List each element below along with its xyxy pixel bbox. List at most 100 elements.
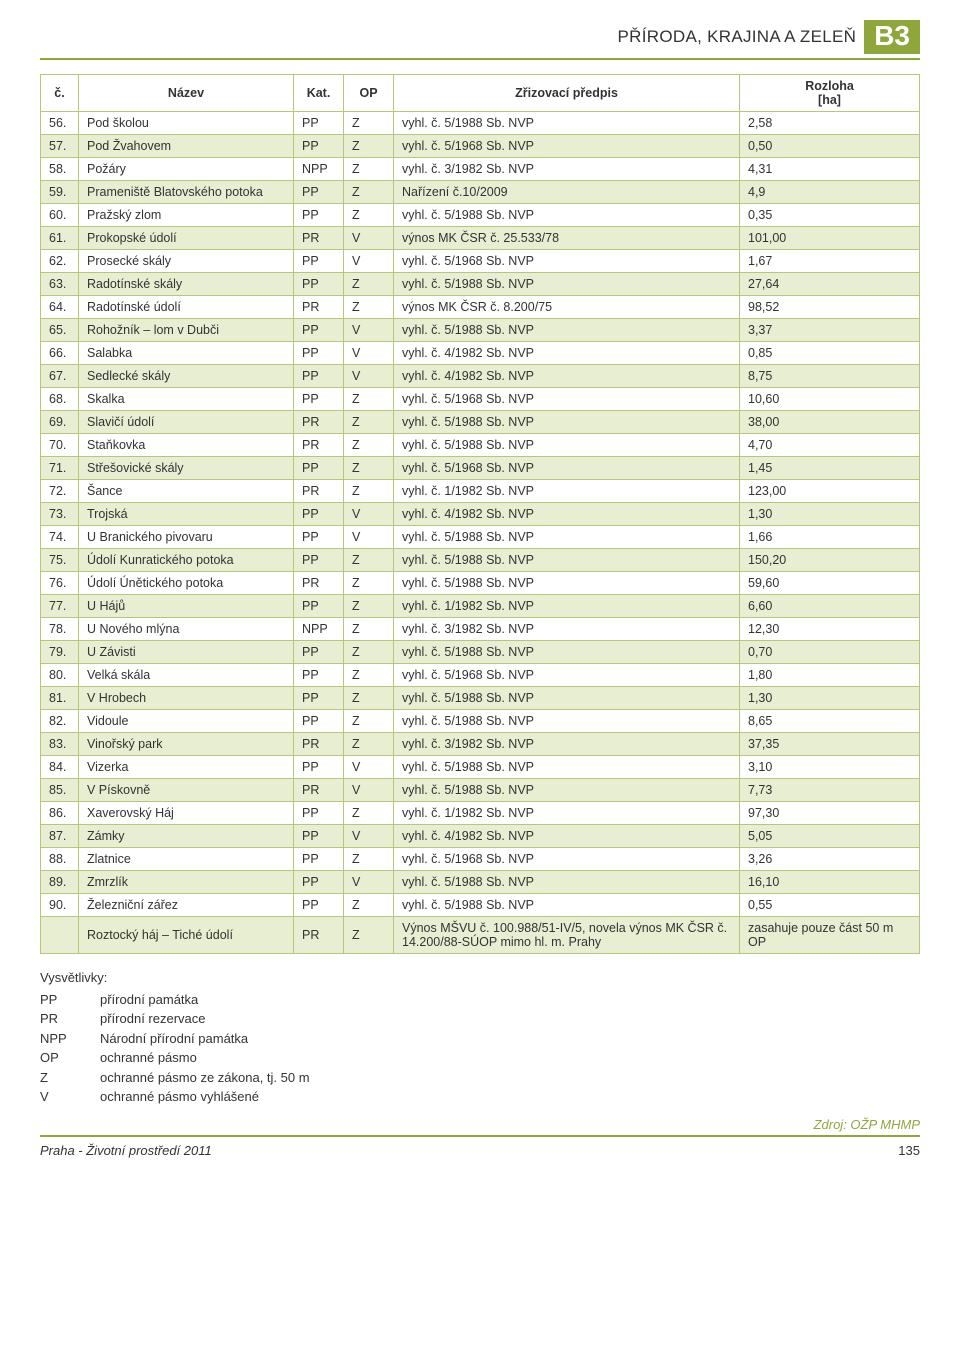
cell-name: Radotínské údolí [79, 296, 294, 319]
cell-pred: vyhl. č. 5/1988 Sb. NVP [394, 549, 740, 572]
cell-pred: vyhl. č. 4/1982 Sb. NVP [394, 342, 740, 365]
cell-kat: PP [294, 250, 344, 273]
legend-abbr: PP [40, 990, 100, 1010]
cell-pred: vyhl. č. 3/1982 Sb. NVP [394, 733, 740, 756]
cell-pred: výnos MK ČSR č. 8.200/75 [394, 296, 740, 319]
cell-pred: vyhl. č. 5/1968 Sb. NVP [394, 457, 740, 480]
cell-num: 68. [41, 388, 79, 411]
table-row: 59.Prameniště Blatovského potokaPPZNaříz… [41, 181, 920, 204]
cell-num: 78. [41, 618, 79, 641]
cell-num: 64. [41, 296, 79, 319]
cell-num: 59. [41, 181, 79, 204]
cell-kat: PP [294, 135, 344, 158]
table-row: 72.ŠancePRZvyhl. č. 1/1982 Sb. NVP123,00 [41, 480, 920, 503]
cell-name: Vinořský park [79, 733, 294, 756]
cell-op: Z [344, 618, 394, 641]
cell-area: 4,9 [740, 181, 920, 204]
cell-op: V [344, 319, 394, 342]
legend-desc: ochranné pásmo [100, 1048, 197, 1068]
cell-num: 72. [41, 480, 79, 503]
col-area-l1: Rozloha [748, 79, 911, 93]
cell-num: 57. [41, 135, 79, 158]
header-title: PŘÍRODA, KRAJINA A ZELEŇ [618, 27, 857, 47]
cell-op: Z [344, 273, 394, 296]
cell-pred: vyhl. č. 5/1988 Sb. NVP [394, 434, 740, 457]
cell-pred: vyhl. č. 5/1988 Sb. NVP [394, 411, 740, 434]
cell-area: 7,73 [740, 779, 920, 802]
legend-abbr: V [40, 1087, 100, 1107]
cell-pred: vyhl. č. 5/1988 Sb. NVP [394, 710, 740, 733]
table-row: 84.VizerkaPPVvyhl. č. 5/1988 Sb. NVP3,10 [41, 756, 920, 779]
col-op: OP [344, 75, 394, 112]
footer-left: Praha - Životní prostředí 2011 [40, 1143, 212, 1158]
cell-kat: PP [294, 871, 344, 894]
cell-kat: PP [294, 549, 344, 572]
cell-kat: PP [294, 181, 344, 204]
table-row: 71.Střešovické skályPPZvyhl. č. 5/1968 S… [41, 457, 920, 480]
cell-num: 85. [41, 779, 79, 802]
cell-op: Z [344, 480, 394, 503]
table-row: Roztocký háj – Tiché údolíPRZVýnos MŠVU … [41, 917, 920, 954]
table-row: 60.Pražský zlomPPZvyhl. č. 5/1988 Sb. NV… [41, 204, 920, 227]
cell-area: 38,00 [740, 411, 920, 434]
cell-num: 77. [41, 595, 79, 618]
cell-kat: PP [294, 204, 344, 227]
table-row: 56.Pod školouPPZvyhl. č. 5/1988 Sb. NVP2… [41, 112, 920, 135]
cell-pred: vyhl. č. 1/1982 Sb. NVP [394, 480, 740, 503]
cell-op: V [344, 250, 394, 273]
table-row: 75.Údolí Kunratického potokaPPZvyhl. č. … [41, 549, 920, 572]
cell-name: Střešovické skály [79, 457, 294, 480]
cell-num: 83. [41, 733, 79, 756]
cell-num: 89. [41, 871, 79, 894]
table-row: 80.Velká skálaPPZvyhl. č. 5/1968 Sb. NVP… [41, 664, 920, 687]
cell-name: Vizerka [79, 756, 294, 779]
cell-kat: PP [294, 342, 344, 365]
cell-name: Radotínské skály [79, 273, 294, 296]
cell-kat: PR [294, 296, 344, 319]
cell-num: 73. [41, 503, 79, 526]
cell-name: V Pískovně [79, 779, 294, 802]
cell-num: 69. [41, 411, 79, 434]
cell-kat: PP [294, 112, 344, 135]
cell-name: Sedlecké skály [79, 365, 294, 388]
cell-name: Staňkovka [79, 434, 294, 457]
cell-kat: PP [294, 526, 344, 549]
cell-area: 150,20 [740, 549, 920, 572]
cell-pred: vyhl. č. 3/1982 Sb. NVP [394, 618, 740, 641]
table-row: 78.U Nového mlýnaNPPZvyhl. č. 3/1982 Sb.… [41, 618, 920, 641]
cell-pred: Výnos MŠVU č. 100.988/51-IV/5, novela vý… [394, 917, 740, 954]
cell-op: Z [344, 135, 394, 158]
legend-row: PRpřírodní rezervace [40, 1009, 920, 1029]
cell-pred: vyhl. č. 5/1988 Sb. NVP [394, 273, 740, 296]
cell-area: 27,64 [740, 273, 920, 296]
cell-area: 1,30 [740, 687, 920, 710]
legend-desc: přírodní památka [100, 990, 198, 1010]
cell-area: 1,30 [740, 503, 920, 526]
legend-abbr: OP [40, 1048, 100, 1068]
table-row: 77.U HájůPPZvyhl. č. 1/1982 Sb. NVP6,60 [41, 595, 920, 618]
cell-name: Trojská [79, 503, 294, 526]
cell-num: 62. [41, 250, 79, 273]
cell-num: 84. [41, 756, 79, 779]
table-row: 66.SalabkaPPVvyhl. č. 4/1982 Sb. NVP0,85 [41, 342, 920, 365]
table-row: 81.V HrobechPPZvyhl. č. 5/1988 Sb. NVP1,… [41, 687, 920, 710]
cell-pred: vyhl. č. 5/1988 Sb. NVP [394, 756, 740, 779]
cell-area: 0,85 [740, 342, 920, 365]
cell-op: Z [344, 549, 394, 572]
legend-row: OPochranné pásmo [40, 1048, 920, 1068]
cell-op: V [344, 779, 394, 802]
cell-pred: vyhl. č. 5/1988 Sb. NVP [394, 871, 740, 894]
cell-pred: vyhl. č. 5/1988 Sb. NVP [394, 526, 740, 549]
cell-op: Z [344, 204, 394, 227]
legend-row: PPpřírodní památka [40, 990, 920, 1010]
cell-name: Pod školou [79, 112, 294, 135]
legend-desc: přírodní rezervace [100, 1009, 206, 1029]
cell-name: U Hájů [79, 595, 294, 618]
cell-area: 6,60 [740, 595, 920, 618]
cell-num: 87. [41, 825, 79, 848]
cell-num: 71. [41, 457, 79, 480]
table-row: 74.U Branického pivovaruPPVvyhl. č. 5/19… [41, 526, 920, 549]
cell-pred: vyhl. č. 5/1988 Sb. NVP [394, 319, 740, 342]
cell-op: V [344, 365, 394, 388]
cell-pred: vyhl. č. 4/1982 Sb. NVP [394, 503, 740, 526]
